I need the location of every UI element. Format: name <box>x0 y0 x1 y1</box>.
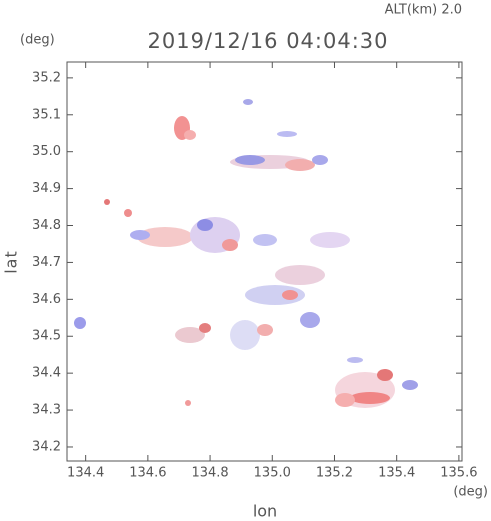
chart-title: 2019/12/16 04:04:30 <box>147 29 388 53</box>
plot-frame <box>66 61 463 462</box>
y-tick-label: 34.8 <box>32 218 61 233</box>
y-tick-label: 34.3 <box>32 403 61 418</box>
x-axis-label: lon <box>253 502 277 521</box>
y-tick-label: 34.7 <box>32 255 61 270</box>
x-tick-label: 135.2 <box>316 466 353 481</box>
x-tick-label: 134.4 <box>67 466 104 481</box>
x-tick-label: 134.6 <box>129 466 166 481</box>
subtitle: ALT(km) 2.0 <box>385 3 462 18</box>
x-unit: (deg) <box>453 485 488 500</box>
y-tick-label: 34.9 <box>32 181 61 196</box>
y-tick-label: 34.6 <box>32 292 61 307</box>
x-tick-label: 135.6 <box>440 466 477 481</box>
y-unit: (deg) <box>20 33 55 48</box>
y-tick-label: 34.2 <box>32 439 61 454</box>
radar-echoes <box>74 99 418 408</box>
y-tick-label: 34.5 <box>32 329 61 344</box>
x-tick-label: 135.0 <box>254 466 291 481</box>
x-tick-label: 134.8 <box>191 466 228 481</box>
y-tick-label: 35.1 <box>32 107 61 122</box>
y-axis-label: lat <box>2 250 21 274</box>
y-tick-label: 35.0 <box>32 144 61 159</box>
y-tick-label: 35.2 <box>32 70 61 85</box>
y-tick-label: 34.4 <box>32 366 61 381</box>
x-tick-label: 135.4 <box>378 466 415 481</box>
